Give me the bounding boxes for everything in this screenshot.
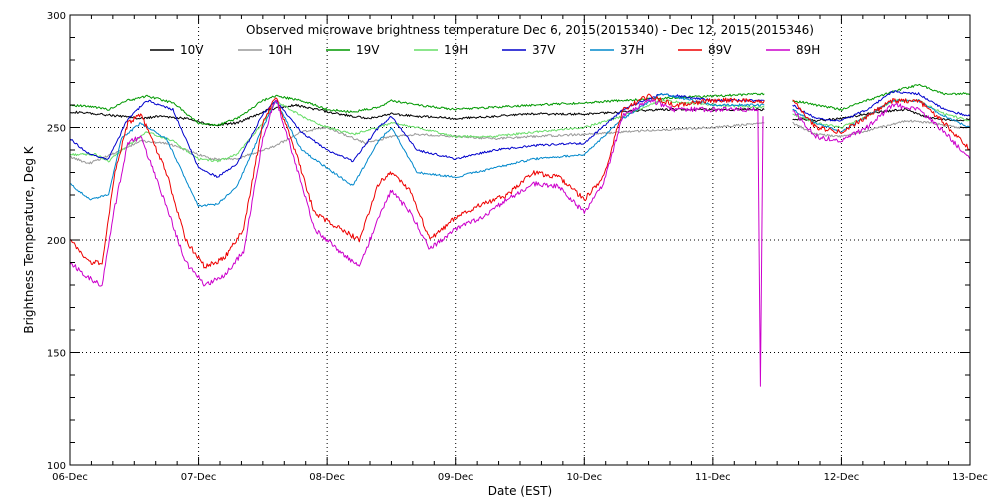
legend-label-89h: 89H	[796, 43, 820, 57]
x-tick-label: 12-Dec	[824, 472, 860, 483]
legend-label-37v: 37V	[532, 43, 556, 57]
legend: 10V 10H 19V 19H 37V 37H 89V 89H	[150, 43, 820, 57]
y-tick-label: 250	[47, 124, 66, 135]
series-line-19v	[792, 83, 971, 111]
legend-label-10h: 10H	[268, 43, 292, 57]
x-tick-label: 11-Dec	[695, 472, 731, 483]
series-line-37v	[69, 93, 765, 178]
x-tick-label: 06-Dec	[52, 472, 88, 483]
legend-label-89v: 89V	[708, 43, 732, 57]
series-line-89v	[792, 98, 971, 151]
y-tick-label: 150	[47, 349, 66, 360]
chart-title: Observed microwave brightness temperatur…	[246, 23, 814, 37]
x-tick-label: 08-Dec	[309, 472, 345, 483]
legend-label-37h: 37H	[620, 43, 644, 57]
series-line-19h	[69, 99, 765, 163]
y-tick-label: 300	[47, 11, 66, 22]
series-line-10h	[792, 119, 971, 138]
series-line-10v	[69, 103, 765, 127]
series-line-37h	[792, 99, 971, 134]
legend-label-19v: 19V	[356, 43, 380, 57]
x-tick-label: 13-Dec	[952, 472, 988, 483]
series-line-89h	[69, 98, 764, 387]
x-tick-label: 10-Dec	[566, 472, 602, 483]
x-axis-label: Date (EST)	[488, 484, 552, 498]
x-tick-label: 09-Dec	[438, 472, 474, 483]
series-line-37v	[792, 90, 971, 122]
grid-lines	[70, 15, 970, 465]
y-tick-label: 200	[47, 236, 66, 247]
axis-ticks	[69, 14, 971, 466]
tick-labels: 06-Dec 07-Dec 08-Dec 09-Dec 10-Dec 11-Dec 12-D…	[47, 11, 988, 483]
series-line-10h	[69, 122, 765, 165]
series-line-89v	[69, 93, 765, 269]
series-lines	[69, 83, 971, 387]
y-tick-label: 100	[47, 461, 66, 472]
x-tick-label: 07-Dec	[181, 472, 217, 483]
legend-label-10v: 10V	[180, 43, 204, 57]
series-line-89h	[792, 102, 971, 160]
series-line-10v	[792, 108, 971, 122]
series-line-19v	[69, 92, 765, 127]
y-axis-label: Brightness Temperature, Deg K	[22, 145, 36, 333]
legend-label-19h: 19H	[444, 43, 468, 57]
series-line-37h	[70, 92, 765, 208]
